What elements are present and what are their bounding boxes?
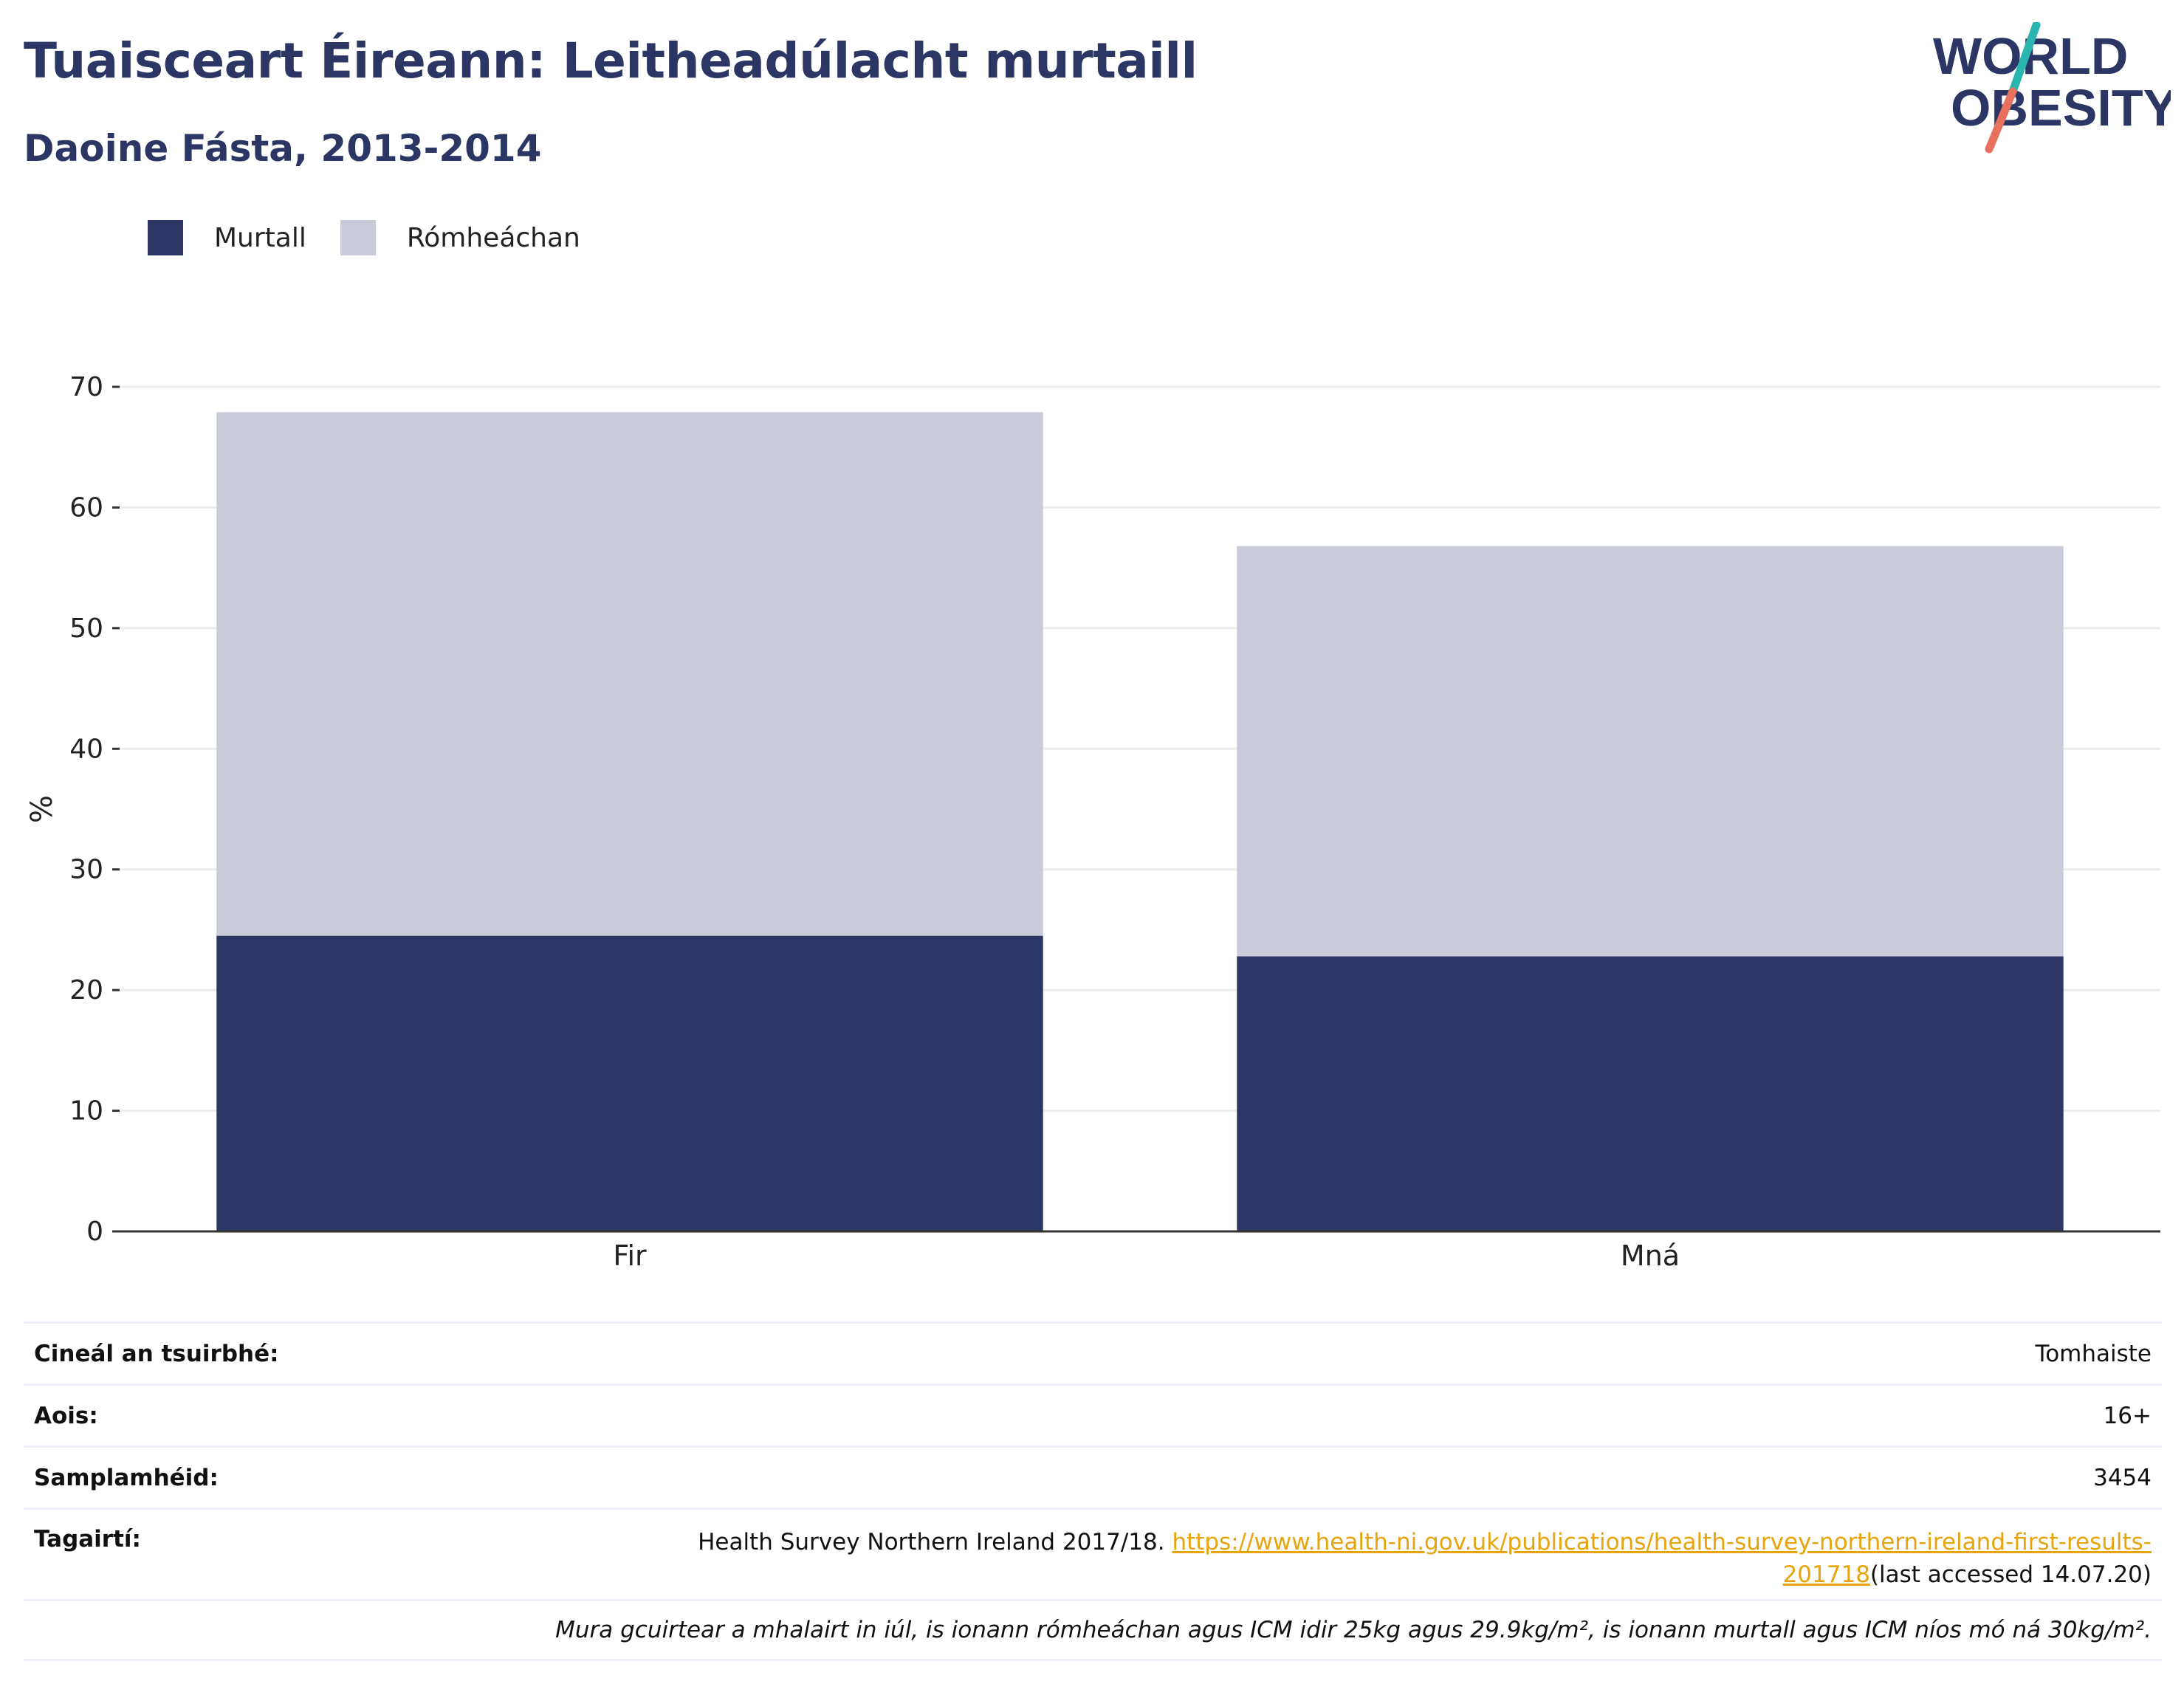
age-value: 16+ — [2103, 1402, 2152, 1429]
y-tick-label: 10 — [69, 1096, 103, 1127]
sample-size-label: Samplamhéid: — [34, 1464, 219, 1491]
legend-swatch-romheachan — [340, 220, 376, 255]
logo-line-2: OBESITY — [1951, 79, 2171, 137]
meta-row-age: Aois: 16+ — [24, 1383, 2162, 1445]
y-tick-label: 40 — [69, 734, 103, 764]
survey-type-value: Tomhaiste — [2035, 1340, 2152, 1367]
meta-row-survey-type: Cineál an tsuirbhé: Tomhaiste — [24, 1321, 2162, 1383]
meta-row-note: Mura gcuirtear a mhalairt in iúl, is ion… — [24, 1599, 2162, 1661]
meta-row-sample: Samplamhéid: 3454 — [24, 1445, 2162, 1507]
legend-swatch-murtall — [148, 220, 183, 255]
references-value: Health Survey Northern Ireland 2017/18. … — [638, 1526, 2152, 1591]
y-tick-label: 50 — [69, 613, 103, 644]
legend-item-murtall[interactable]: Murtall — [148, 220, 306, 255]
y-tick-label: 30 — [69, 855, 103, 885]
bar-murtall-mná — [1237, 956, 2064, 1231]
bar-murtall-fir — [216, 935, 1043, 1231]
legend-label-murtall: Murtall — [214, 222, 306, 253]
logo-slash-bottom — [1985, 87, 2017, 154]
references-label: Tagairtí: — [34, 1526, 141, 1553]
age-label: Aois: — [34, 1402, 98, 1429]
chart-legend: Murtall Rómheáchan — [148, 220, 614, 255]
y-tick-label: 60 — [69, 492, 103, 523]
y-tick-label: 0 — [86, 1217, 103, 1247]
bar-rómheáchan-mná — [1237, 546, 2064, 957]
references-link[interactable]: https://www.health-ni.gov.uk/publication… — [1172, 1529, 2152, 1588]
definition-note: Mura gcuirtear a mhalairt in iúl, is ion… — [555, 1617, 2152, 1643]
metadata-table: Cineál an tsuirbhé: Tomhaiste Aois: 16+ … — [24, 1321, 2162, 1661]
legend-item-romheachan[interactable]: Rómheáchan — [340, 220, 580, 255]
logo-slash-top — [2008, 22, 2041, 96]
x-tick-label: Mná — [1621, 1240, 1680, 1272]
chart-title: Tuaisceart Éireann: Leitheadúlacht murta… — [24, 32, 1198, 89]
bar-rómheáchan-fir — [216, 412, 1043, 936]
x-tick-label: Fir — [613, 1240, 647, 1272]
chart-subtitle: Daoine Fásta, 2013-2014 — [24, 127, 542, 170]
sample-size-value: 3454 — [2093, 1464, 2152, 1491]
references-suffix: (last accessed 14.07.20) — [1869, 1561, 2152, 1588]
bar-chart: 0 10 20 30 40 50 60 70% Fir Mná — [25, 372, 2160, 1272]
references-text: Health Survey Northern Ireland 2017/18. — [698, 1529, 1172, 1555]
meta-row-references: Tagairtí: Health Survey Northern Ireland… — [24, 1507, 2162, 1599]
survey-type-label: Cineál an tsuirbhé: — [34, 1340, 279, 1367]
y-axis-label: % — [25, 795, 59, 823]
legend-label-romheachan: Rómheáchan — [406, 222, 580, 253]
world-obesity-logo: WORLD OBESITY — [1933, 22, 2171, 154]
y-tick-label: 70 — [69, 372, 103, 402]
y-tick-label: 20 — [69, 975, 103, 1005]
